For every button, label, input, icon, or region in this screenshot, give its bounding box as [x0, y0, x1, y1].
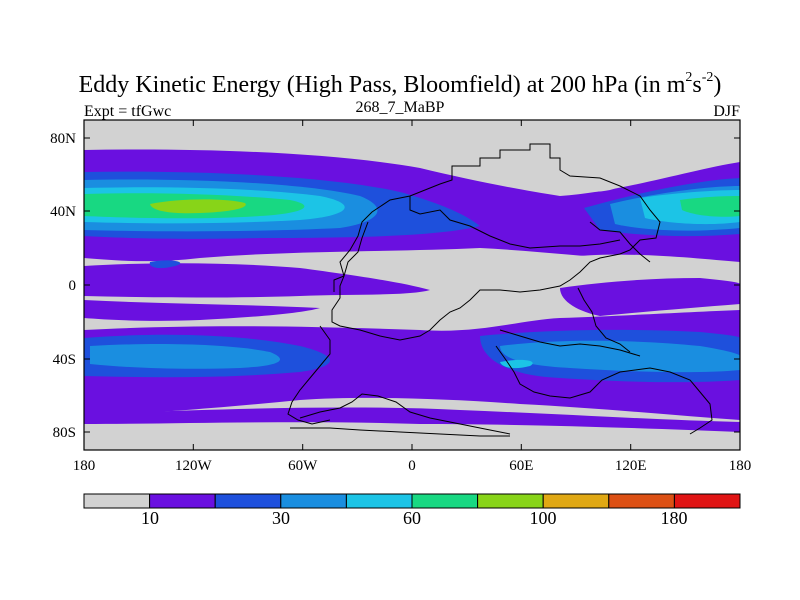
y-tick-label: 40S [53, 352, 76, 368]
colorbar-label: 100 [530, 508, 557, 528]
colorbar-label: 30 [272, 508, 290, 528]
x-tick-labels: 180 120W 60W 0 60E 120E 180 [73, 458, 752, 474]
colorbar-swatch [673, 493, 741, 509]
x-tick-label: 180 [73, 458, 96, 474]
axis-ticks [83, 120, 741, 450]
colorbar-swatch [411, 493, 479, 509]
x-tick-label: 120W [175, 458, 213, 474]
x-tick-label: 0 [408, 458, 416, 474]
x-tick-label: 120E [615, 458, 647, 474]
run-label: 268_7_MaBP [355, 99, 445, 116]
colorbar-label: 10 [141, 508, 159, 528]
y-tick-label: 0 [69, 278, 77, 294]
colorbar-swatch [477, 493, 544, 509]
y-tick-labels: 80N 40N 0 40S 80S [50, 131, 76, 441]
colorbar-swatch [280, 493, 347, 509]
colorbar-labels: 10 30 60 100 180 [141, 508, 688, 528]
season-label: DJF [713, 103, 740, 120]
colorbar-swatch [83, 493, 151, 509]
y-tick-label: 40N [50, 204, 76, 220]
colorbar-swatch [608, 493, 675, 509]
x-tick-label: 60E [509, 458, 533, 474]
x-tick-label: 180 [729, 458, 752, 474]
contour-field [84, 120, 740, 450]
experiment-label: Expt = tfGwc [84, 103, 172, 120]
colorbar-label: 60 [403, 508, 421, 528]
coastlines [287, 143, 713, 437]
colorbar-label: 180 [661, 508, 688, 528]
colorbar-swatch [542, 493, 610, 509]
colorbar [83, 493, 741, 509]
x-tick-label: 60W [288, 458, 318, 474]
colorbar-swatch [345, 493, 413, 509]
colorbar-swatch [214, 493, 282, 509]
y-tick-label: 80S [53, 425, 76, 441]
colorbar-swatch [149, 493, 216, 509]
y-tick-label: 80N [50, 131, 76, 147]
chart-title: Eddy Kinetic Energy (High Pass, Bloomfie… [78, 70, 722, 98]
